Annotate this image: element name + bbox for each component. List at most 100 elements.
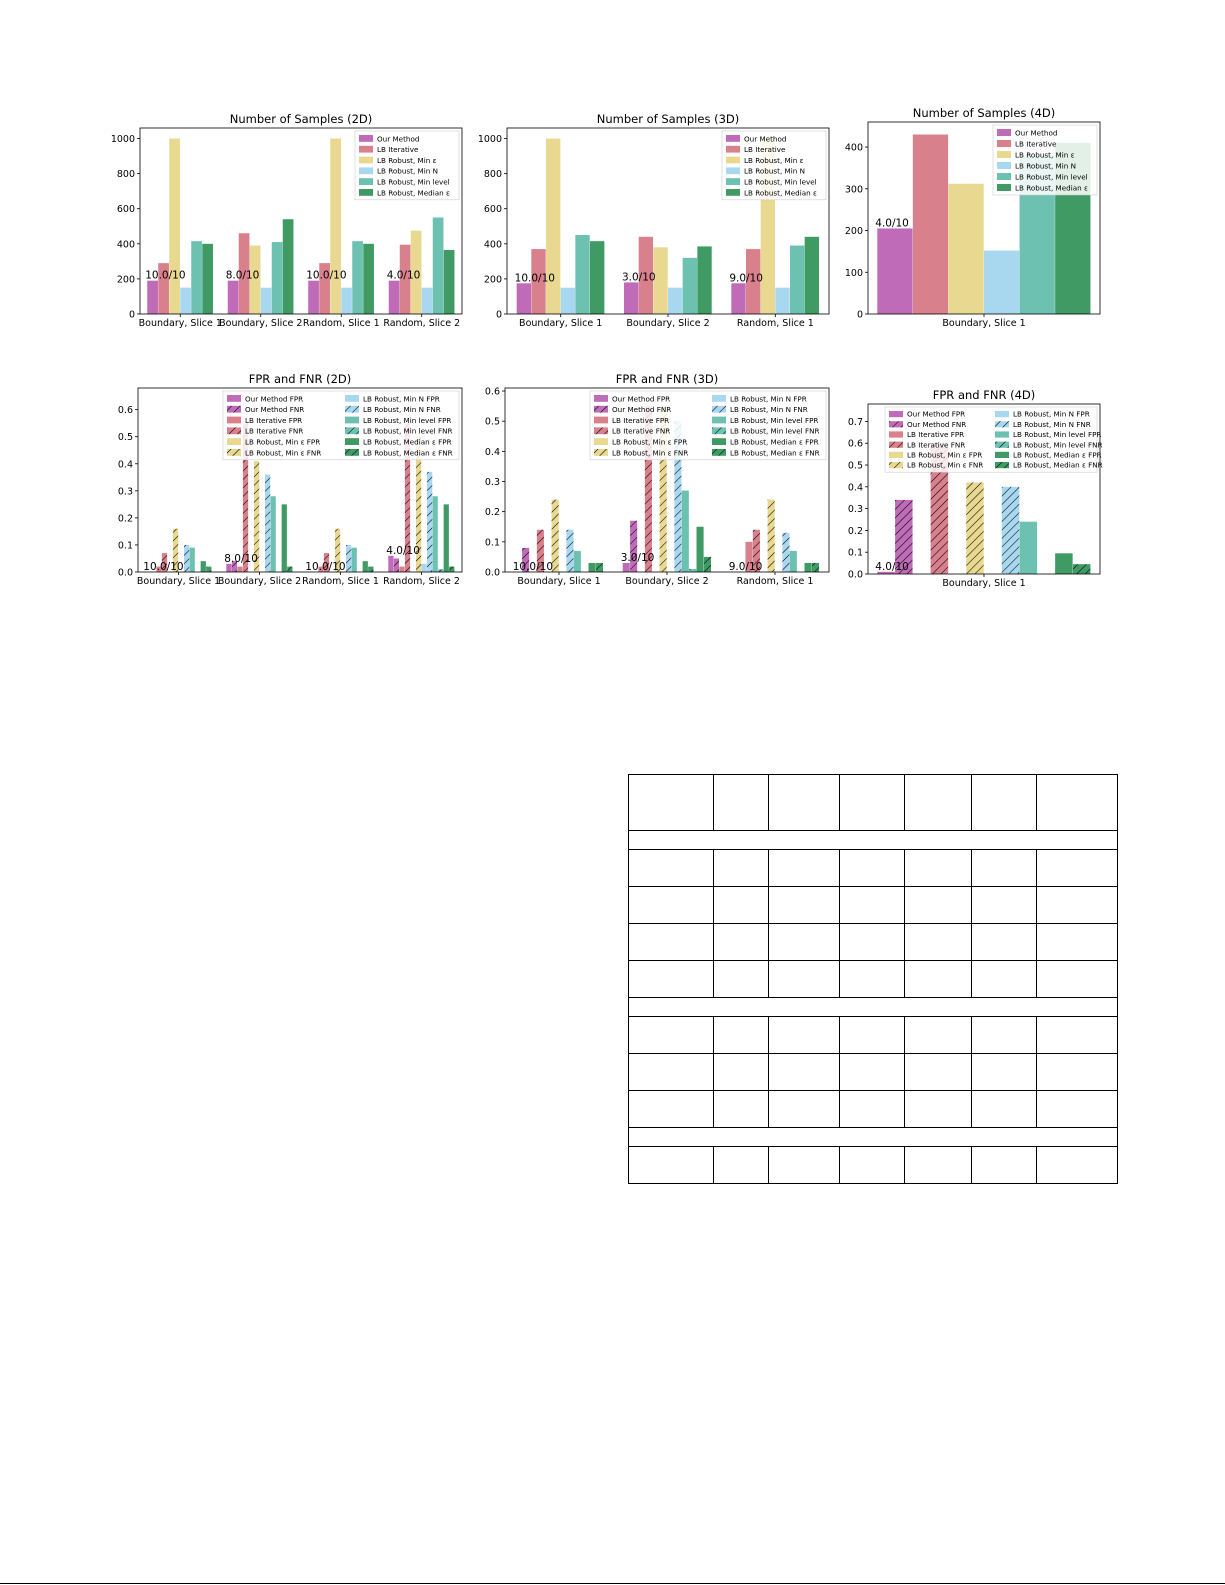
legend-swatch-lb-robust-min-level-fpr [712, 416, 726, 424]
legend-swatch-our-method [726, 135, 740, 142]
table-cell [1036, 849, 1118, 887]
x-tick-label: Random, Slice 1 [737, 318, 814, 329]
legend-swatch-lb-robust-min-eps-fnr [594, 449, 608, 456]
table-cell [1036, 1016, 1118, 1054]
bar-lb-robust-median-eps-random-slice-2 [443, 249, 455, 314]
table-row [628, 1090, 1118, 1128]
legend-box [721, 130, 827, 201]
bar-lb-robust-median-eps-fnr-random-slice-2 [449, 566, 455, 572]
y-tick-label: 0.1 [118, 540, 133, 551]
legend-label: LB Robust, Min ε [377, 156, 437, 165]
bar-lb-robust-median-eps-boundary-slice-2 [697, 246, 712, 314]
legend-label: LB Robust, Median ε [744, 188, 817, 197]
table-cell [839, 774, 905, 831]
y-tick-label: 200 [845, 226, 863, 237]
bar-lb-robust-median-eps-fnr-boundary-slice-2 [703, 556, 711, 572]
legend-label: LB Robust, Median ε FPR [730, 438, 819, 447]
table-cell [904, 849, 972, 887]
chart-number-of-samples-2d: Number of Samples (2D) 10.0/10 Boundary, S… [111, 112, 463, 329]
bar-our-method-random-slice-1 [308, 280, 319, 314]
bar-lb-robust-min-n-boundary-slice-1 [560, 287, 576, 314]
table-row [628, 960, 1118, 998]
legend-label: LB Robust, Min level [377, 178, 450, 187]
legend-label: LB Robust, Min ε FPR [245, 438, 320, 447]
legend-swatch-lb-robust-min-n [359, 167, 373, 175]
y-tick-label: 400 [117, 239, 135, 250]
legend-box [884, 406, 1098, 473]
legend-swatch-lb-robust-median-eps [997, 184, 1011, 191]
bar-annotation: 9.0/10 [729, 272, 763, 284]
legend-label: LB Robust, Min level FNR [1013, 440, 1102, 449]
y-tick-label: 0.2 [485, 507, 500, 518]
chart-fpr-fnr-2d: FPR and FNR (2D) 10.0/10 Boundary, Slice 1… [118, 372, 463, 587]
y-tick-label: 600 [117, 204, 135, 215]
legend-swatch-lb-robust-median-eps-fnr [712, 449, 726, 456]
y-tick-label: 0.6 [485, 387, 500, 398]
y-tick-label: 0.3 [485, 477, 500, 488]
chart-number-of-samples-3d: Number of Samples (3D) 10.0/10 Boundary, S… [478, 112, 830, 329]
table-cell [1036, 960, 1118, 998]
legend-swatch-lb-robust-min-eps-fpr [889, 451, 903, 458]
bar-annotation: 10.0/10 [305, 561, 345, 573]
legend-label: LB Iterative [1015, 140, 1057, 149]
legend-label: Our Method FPR [907, 410, 965, 419]
bar-lb-robust-median-eps-boundary-slice-1 [590, 241, 605, 314]
x-tick-label: Boundary, Slice 2 [218, 576, 301, 587]
table-section-row [628, 997, 1118, 1017]
bar-our-method-boundary-slice-2 [623, 282, 639, 314]
bar-lb-robust-median-eps-fnr-boundary-slice-1 [1072, 564, 1091, 574]
table-cell [713, 923, 769, 961]
x-tick-label: Random, Slice 1 [737, 576, 814, 587]
legend-label: Our Method FNR [612, 405, 671, 414]
bar-lb-robust-min-eps-fnr-random-slice-1 [334, 528, 341, 572]
y-tick-label: 0.2 [118, 513, 133, 524]
table-cell [768, 1090, 840, 1128]
table-cell [1036, 923, 1118, 961]
legend-label: Our Method [1015, 129, 1057, 138]
legend: Our Method LB Iterative LB Robust, Min ε LB… [354, 130, 460, 201]
bar-lb-iterative-fpr-boundary-slice-2 [237, 566, 243, 572]
bar-lb-robust-median-eps-fnr-boundary-slice-1 [595, 562, 603, 572]
bar-lb-robust-min-level-fnr-random-slice-2 [438, 569, 444, 572]
legend-label: LB Iterative FNR [612, 427, 670, 436]
legend-label: LB Robust, Min ε FPR [907, 451, 982, 460]
bar-lb-iterative-fpr-random-slice-2 [399, 566, 405, 572]
chart-number-of-samples-4d: Number of Samples (4D) 4.0/10 Boundary, Sl… [845, 106, 1101, 329]
legend-label: LB Robust, Median ε FNR [363, 448, 453, 457]
legend-swatch-lb-robust-median-eps [726, 189, 740, 196]
y-tick-label: 0.0 [848, 570, 863, 581]
table-cell [628, 960, 714, 998]
legend-swatch-lb-robust-min-level [359, 178, 373, 185]
bar-lb-robust-min-n-fnr-random-slice-2 [427, 471, 433, 572]
bar-lb-robust-min-level-boundary-slice-2 [271, 242, 283, 314]
legend-swatch-lb-robust-median-eps-fnr [345, 449, 359, 456]
table-row [628, 774, 1118, 831]
table-cell [628, 1053, 714, 1091]
legend-swatch-lb-iterative-fnr [889, 441, 903, 448]
chart-title: FPR and FNR (3D) [616, 372, 719, 386]
y-tick-label: 0 [129, 310, 135, 321]
table-cell [904, 1016, 972, 1054]
bar-lb-robust-min-n-fnr-boundary-slice-1 [184, 544, 190, 572]
table-cell [713, 849, 769, 887]
bar-lb-iterative-fnr-boundary-slice-2 [242, 423, 249, 572]
bar-lb-iterative-fnr-random-slice-1 [752, 529, 760, 572]
table-cell [971, 923, 1037, 961]
table-cell [628, 830, 1118, 850]
x-tick-label: Boundary, Slice 1 [519, 318, 602, 329]
bar-lb-robust-min-level-fpr-boundary-slice-1 [189, 547, 195, 572]
bar-lb-robust-median-eps-fpr-boundary-slice-1 [1055, 553, 1073, 574]
x-tick-label: Random, Slice 2 [383, 576, 460, 587]
chart-title: Number of Samples (2D) [230, 112, 373, 126]
legend-swatch-lb-robust-min-n-fpr [995, 411, 1009, 418]
bar-lb-iterative-fnr-boundary-slice-1 [536, 529, 544, 572]
legend-swatch-lb-iterative-fpr [594, 416, 608, 424]
table-row [628, 849, 1118, 887]
table-cell [971, 1090, 1037, 1128]
bar-our-method-fnr-boundary-slice-1 [895, 499, 913, 574]
x-tick-label: Random, Slice 1 [303, 318, 380, 329]
y-tick-label: 600 [484, 204, 502, 215]
legend-label: LB Iterative FNR [245, 427, 303, 436]
legend-swatch-lb-iterative-fpr [227, 416, 241, 424]
legend-swatch-lb-robust-median-eps-fpr [995, 451, 1009, 458]
